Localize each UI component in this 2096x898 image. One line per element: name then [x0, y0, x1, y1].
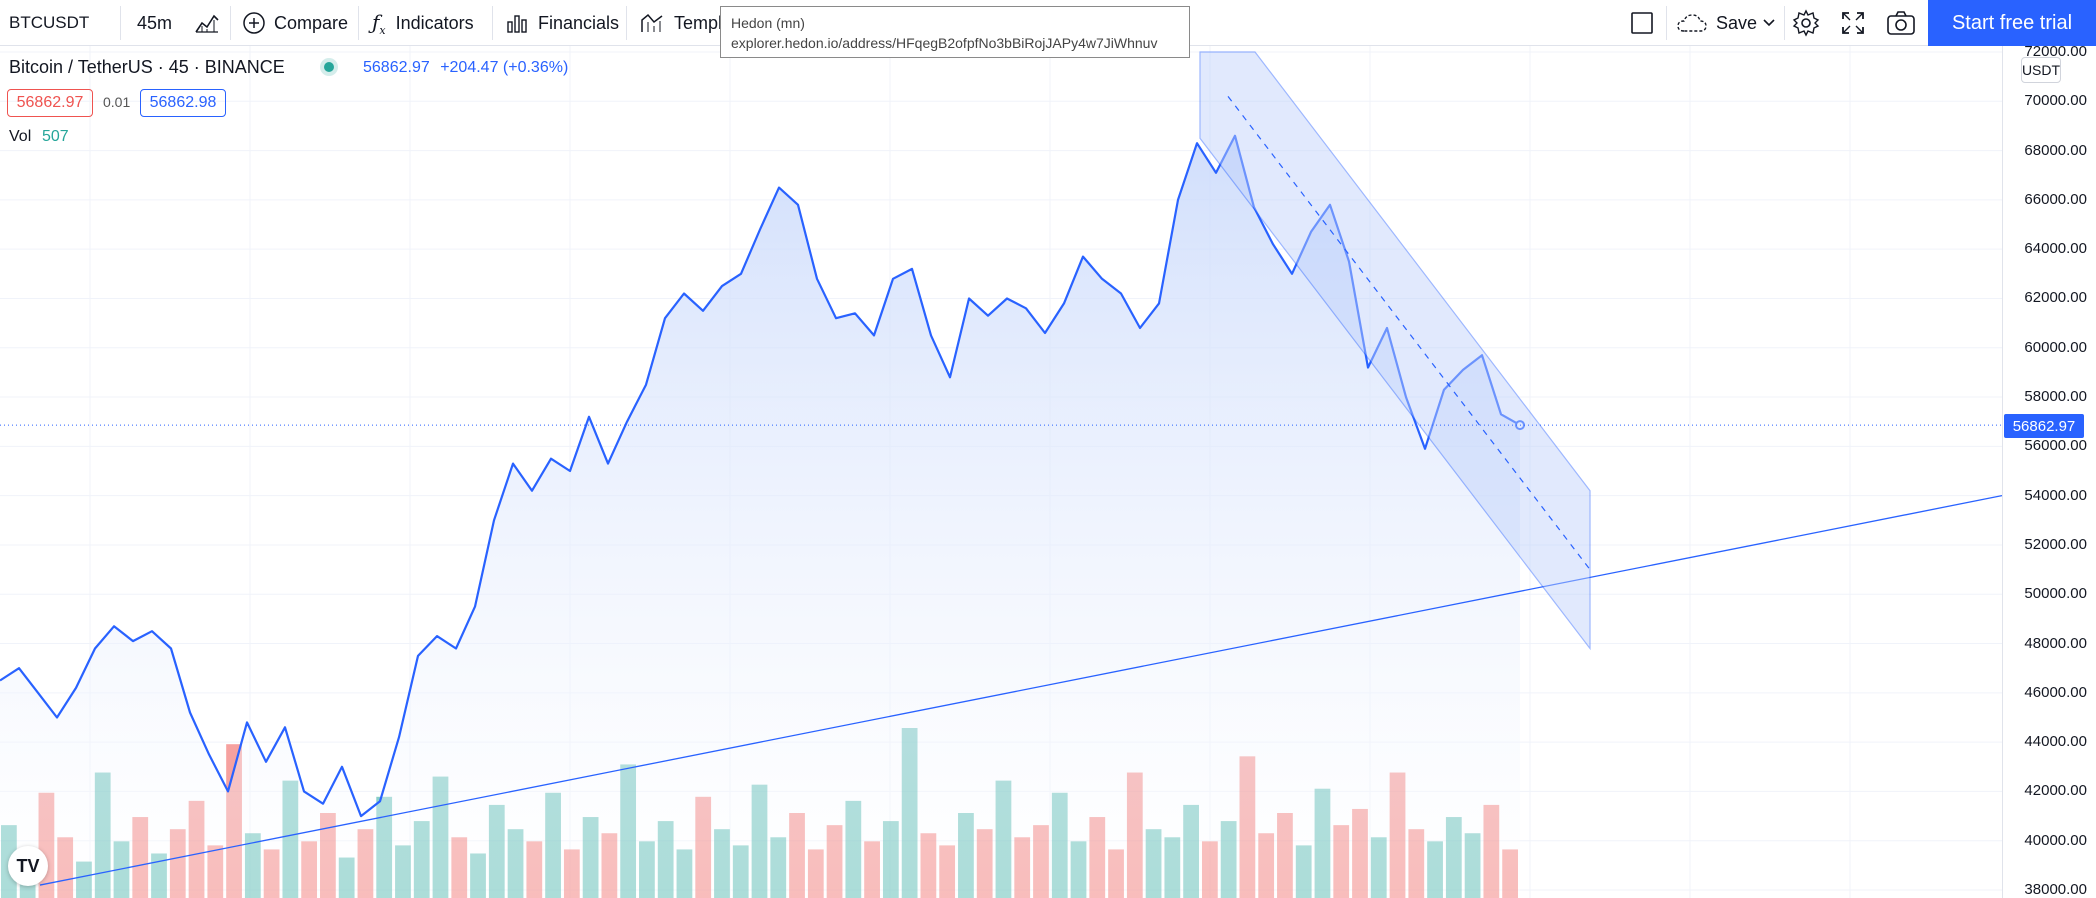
legend-price: 56862.97 +204.47 (+0.36%)	[363, 59, 568, 77]
trial-label: Start free trial	[1951, 11, 2073, 34]
plus-circle-icon	[242, 11, 266, 35]
price-tick-label: 46000.00	[2024, 683, 2087, 701]
save-button[interactable]: Save	[1676, 0, 1757, 46]
tradingview-logo[interactable]: TV	[8, 846, 48, 886]
ask-price: 56862.98	[149, 94, 217, 111]
compare-label: Compare	[274, 12, 349, 33]
price-tick-label: 68000.00	[2024, 141, 2087, 159]
tooltip-url: explorer.hedon.io/address/HFqegB2ofpfNo3…	[731, 35, 1158, 51]
layout-button[interactable]	[1630, 0, 1654, 46]
price-tick-label: 48000.00	[2024, 634, 2087, 652]
divider	[120, 6, 121, 40]
divider	[230, 6, 231, 40]
volume-label: Vol	[9, 128, 32, 145]
price-change: +204.47 (+0.36%)	[440, 59, 569, 76]
currency-text: USDT	[2021, 62, 2061, 78]
price-tick-label: 66000.00	[2024, 190, 2087, 208]
spread-value: 0.01	[103, 94, 131, 110]
divider	[492, 6, 493, 40]
start-free-trial-button[interactable]: Start free trial	[1928, 0, 2096, 46]
camera-icon	[1886, 10, 1916, 36]
price-tick-label: 56000.00	[2024, 437, 2087, 455]
function-icon: ƒx	[372, 9, 386, 37]
divider	[626, 6, 627, 40]
buy-button[interactable]: 56862.98	[140, 89, 226, 117]
price-tick-label: 50000.00	[2024, 585, 2087, 603]
chart-style-icon	[194, 12, 220, 34]
templates-button[interactable]: Templ	[640, 0, 722, 46]
price-line	[0, 134, 1521, 818]
fullscreen-button[interactable]	[1840, 0, 1866, 46]
gear-icon	[1792, 9, 1820, 37]
price-tick-label: 72000.00	[2024, 43, 2087, 60]
sell-button[interactable]: 56862.97	[7, 89, 93, 117]
bid-price: 56862.97	[16, 94, 84, 111]
price-tick-label: 60000.00	[2024, 338, 2087, 356]
fullscreen-icon	[1840, 10, 1866, 36]
save-menu-button[interactable]	[1762, 0, 1776, 46]
parallel-channel	[1199, 51, 1591, 651]
symbol-search[interactable]: BTCUSDT	[9, 0, 89, 46]
divider	[1666, 6, 1667, 40]
symbol-label: BTCUSDT	[9, 13, 90, 32]
templates-icon	[640, 12, 664, 34]
current-price-label: 56862.97	[2004, 414, 2084, 438]
price-tick-label: 38000.00	[2024, 881, 2087, 898]
market-status-indicator[interactable]	[324, 62, 334, 72]
drawing-tools	[0, 51, 2002, 886]
price-tick-label: 70000.00	[2024, 92, 2087, 110]
chart-style-button[interactable]	[194, 0, 220, 46]
price-axis[interactable]: 72000.00 70000.00 68000.00 66000.00 64000.00…	[2002, 43, 2096, 898]
divider	[358, 6, 359, 40]
symbol-title: Bitcoin / TetherUS · 45 · BINANCE	[9, 57, 285, 77]
save-label: Save	[1716, 12, 1758, 33]
last-price: 56862.97	[363, 59, 430, 76]
trend-line	[39, 495, 2002, 886]
templates-label: Templ	[674, 12, 723, 33]
price-tick-label: 54000.00	[2024, 486, 2087, 504]
compare-button[interactable]: Compare	[242, 0, 348, 46]
interval-label: 45m	[137, 12, 173, 33]
currency-label[interactable]: USDT	[2021, 57, 2061, 83]
financials-label: Financials	[538, 12, 620, 33]
snapshot-button[interactable]	[1886, 0, 1916, 46]
bar-chart-icon	[506, 12, 528, 34]
chevron-down-icon	[1762, 18, 1776, 28]
price-area-fill	[0, 135, 1520, 898]
channel-midline	[1227, 96, 1591, 570]
indicators-button[interactable]: ƒx Indicators	[372, 0, 474, 46]
square-icon	[1630, 11, 1654, 35]
volume-value: 507	[42, 128, 69, 145]
price-chart[interactable]	[0, 46, 2002, 898]
browser-tooltip: Hedon (mn) explorer.hedon.io/address/HFq…	[720, 6, 1190, 58]
financials-button[interactable]: Financials	[506, 0, 619, 46]
price-tick-label: 62000.00	[2024, 289, 2087, 307]
price-tick-label: 52000.00	[2024, 535, 2087, 553]
cloud-icon	[1676, 12, 1708, 34]
price-tick-label: 58000.00	[2024, 388, 2087, 406]
price-tick-label: 40000.00	[2024, 831, 2087, 849]
indicators-label: Indicators	[395, 12, 474, 33]
tv-logo-text: TV	[16, 855, 40, 876]
tooltip-title: Hedon (mn)	[731, 15, 805, 31]
price-tick-label: 44000.00	[2024, 733, 2087, 751]
price-tick-label: 64000.00	[2024, 240, 2087, 258]
settings-button[interactable]	[1792, 0, 1820, 46]
current-price-text: 56862.97	[2012, 417, 2076, 435]
interval-button[interactable]: 45m	[137, 0, 172, 46]
price-tick-label: 42000.00	[2024, 782, 2087, 800]
divider	[1784, 6, 1785, 40]
